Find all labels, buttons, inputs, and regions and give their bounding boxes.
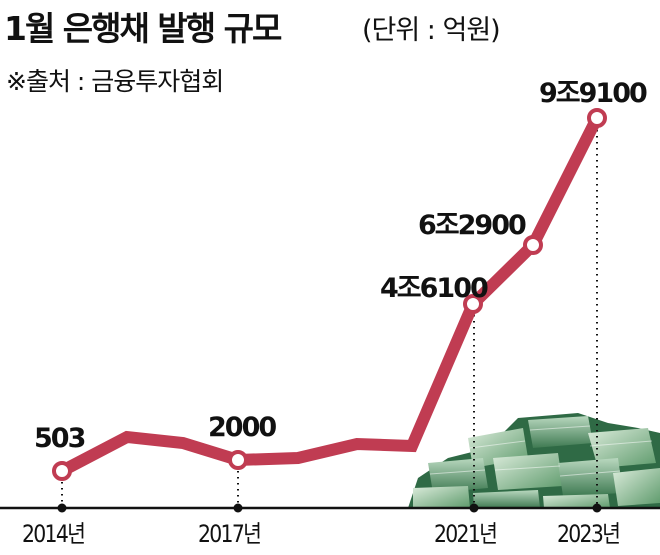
x-tick-2021: 2021년 [434,520,498,548]
x-tick-2014: 2014년 [22,520,86,548]
series-line [59,115,603,477]
marker-2021 [463,294,483,314]
x-tick-2023: 2023년 [557,520,621,548]
data-label-2021: 4조6100 [380,273,489,304]
marker-2023 [587,108,607,128]
data-label-2017: 2000 [208,412,277,443]
marker-2017 [228,450,248,470]
chart-title: 1월 은행채 발행 규모 [4,2,282,50]
marker-2014 [52,461,72,481]
data-label-2014: 503 [34,423,86,454]
marker-2022 [523,235,543,255]
x-tick-2017: 2017년 [198,520,262,548]
data-markers [52,108,607,481]
data-label-2023: 9조9100 [539,78,648,109]
chart-unit: (단위 : 억원) [362,15,501,46]
guide-lines [61,130,598,505]
x-ticks [57,503,602,513]
chart-source: ※출처 : 금융투자협회 [6,67,224,96]
data-label-2022: 6조2900 [418,210,527,241]
chart-title-text: 1월 은행채 발행 규모 [4,9,282,48]
